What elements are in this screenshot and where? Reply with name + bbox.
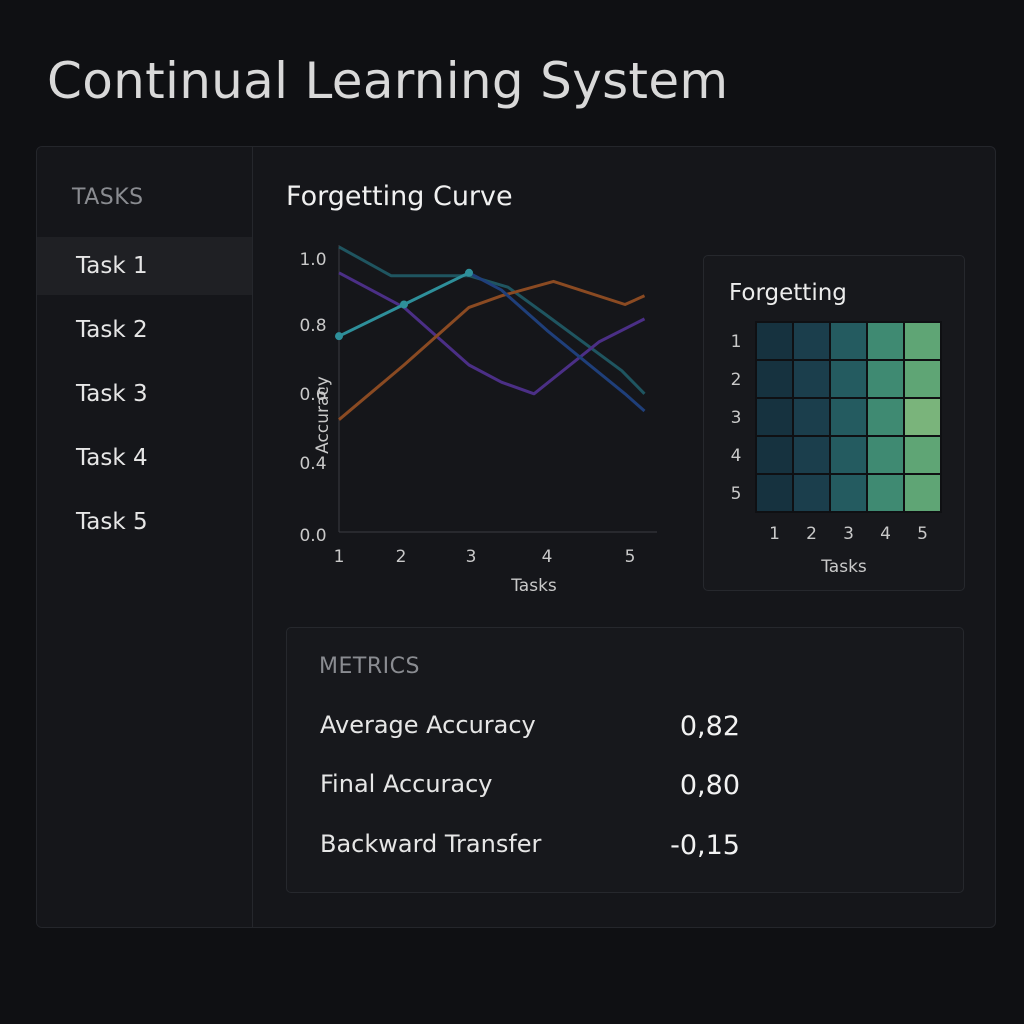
metric-label: Average Accuracy (320, 711, 536, 739)
heatmap-y-tick-label: 1 (731, 332, 742, 352)
metric-row-backward-transfer: Backward Transfer -0,15 (320, 830, 740, 870)
heatmap-cell (866, 435, 905, 475)
sidebar: TASKS Task 1 Task 2 Task 3 Task 4 Task 5 (37, 147, 253, 927)
heatmap-cell (903, 435, 942, 475)
heatmap-cell (866, 321, 905, 361)
heatmap-cell (755, 473, 794, 513)
task-list: Task 1 Task 2 Task 3 Task 4 Task 5 (37, 237, 252, 557)
sidebar-item-task-2[interactable]: Task 2 (76, 317, 148, 343)
heatmap-x-tick-label: 4 (880, 524, 891, 544)
metric-label: Final Accuracy (320, 770, 493, 798)
series-line (468, 271, 646, 413)
metrics-heading: METRICS (319, 654, 420, 679)
heatmap-cell (755, 397, 794, 437)
series-point (335, 332, 343, 341)
metric-row-final-accuracy: Final Accuracy 0,80 (320, 770, 740, 810)
metrics-card: METRICS Average Accuracy 0,82 Final Accu… (286, 627, 964, 893)
x-tick-label: 1 (334, 547, 345, 567)
heatmap-cell (866, 397, 905, 437)
series-point (465, 268, 473, 277)
series-point (400, 300, 408, 309)
heatmap-cell (903, 359, 942, 399)
series-line (338, 245, 646, 395)
y-tick-label: 0.8 (299, 316, 326, 336)
forgetting-heatmap-card: Forgetting Tasks 1 2 3 4 5 1 2 3 4 5 (703, 255, 965, 591)
x-tick-label: 2 (396, 547, 407, 567)
heatmap-cell (903, 473, 942, 513)
heatmap-cell (792, 321, 831, 361)
series-line (338, 271, 646, 396)
metric-row-average-accuracy: Average Accuracy 0,82 (320, 711, 740, 751)
heatmap-cell (755, 321, 794, 361)
heatmap-x-tick-label: 3 (843, 524, 854, 544)
heatmap-cell (755, 359, 794, 399)
metric-value: -0,15 (670, 830, 740, 861)
sidebar-heading: TASKS (72, 185, 144, 210)
heatmap-cell (829, 435, 868, 475)
x-tick-label: 3 (466, 547, 477, 567)
y-axis-label: Accuracy (313, 376, 333, 454)
heatmap-cell (903, 321, 942, 361)
x-axis-label: Tasks (510, 576, 557, 596)
x-tick-label: 4 (542, 547, 553, 567)
heatmap-y-tick-label: 5 (731, 484, 742, 504)
metric-value: 0,80 (679, 770, 740, 801)
heatmap-cell (829, 359, 868, 399)
metric-value: 0,82 (679, 711, 740, 742)
heatmap-cell (829, 321, 868, 361)
heatmap-x-tick-label: 5 (917, 524, 928, 544)
heatmap-cell (903, 397, 942, 437)
x-tick-label: 5 (625, 547, 636, 567)
forgetting-curve-chart: 1.0 0.8 0.6 0.4 0.0 Accuracy Tasks 1 2 3 4 5 (299, 245, 657, 596)
content-area: Forgetting Curve 1.0 0.8 0.6 0.4 0.0 Acc… (253, 147, 995, 927)
heatmap-cell (866, 359, 905, 399)
app-title: Continual Learning System (47, 52, 729, 110)
heatmap-x-tick-label: 2 (806, 524, 817, 544)
sidebar-item-task-4[interactable]: Task 4 (76, 445, 148, 471)
chart-title: Forgetting Curve (286, 181, 513, 212)
heatmap-cell (792, 435, 831, 475)
heatmap-cell (792, 359, 831, 399)
metric-label: Backward Transfer (320, 830, 542, 858)
heatmap-cell (866, 473, 905, 513)
y-tick-label: 1.0 (299, 250, 326, 270)
heatmap-y-tick-label: 3 (731, 408, 742, 428)
y-tick-label: 0.0 (299, 526, 326, 546)
heatmap-cell (829, 397, 868, 437)
series-line (338, 279, 646, 421)
sidebar-item-task-3[interactable]: Task 3 (76, 381, 148, 407)
heatmap-cell (829, 473, 868, 513)
heatmap-cell (792, 473, 831, 513)
heatmap-x-axis-label: Tasks (820, 557, 867, 577)
heatmap-y-tick-label: 4 (731, 446, 742, 466)
heatmap-cell (755, 435, 794, 475)
y-tick-label: 0.4 (299, 454, 326, 474)
heatmap-cell (792, 397, 831, 437)
forgetting-heatmap: Tasks 1 2 3 4 5 1 2 3 4 5 (731, 321, 942, 577)
sidebar-item-task-1[interactable]: Task 1 (37, 237, 252, 295)
main-panel: TASKS Task 1 Task 2 Task 3 Task 4 Task 5… (36, 146, 996, 928)
y-tick-label: 0.6 (299, 385, 326, 405)
heatmap-x-tick-label: 1 (769, 524, 780, 544)
sidebar-item-task-5[interactable]: Task 5 (76, 509, 148, 535)
heatmap-y-tick-label: 2 (731, 370, 742, 390)
heatmap-title: Forgetting (729, 280, 847, 306)
